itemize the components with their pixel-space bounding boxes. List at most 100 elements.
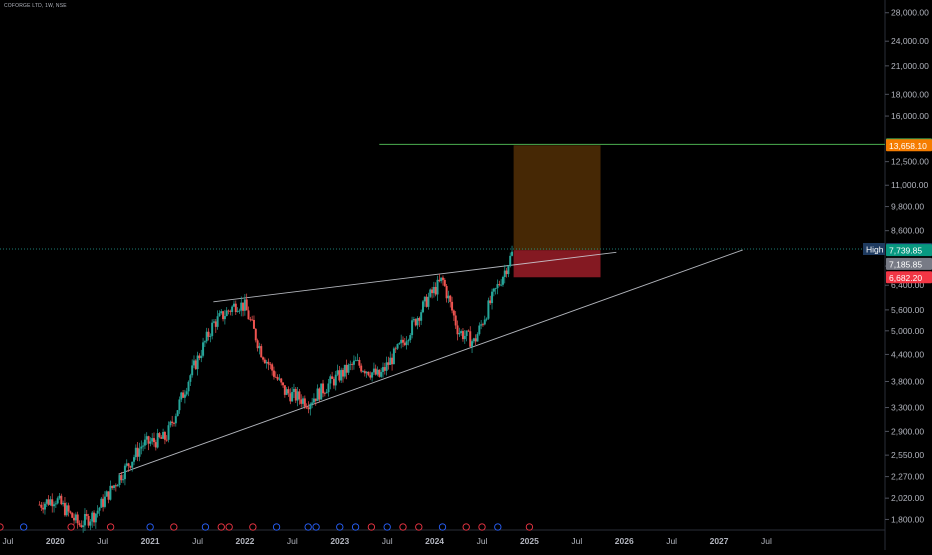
candle-body <box>480 324 483 326</box>
y-tick-label: 16,000.00 <box>891 111 929 121</box>
candle-body <box>294 388 297 401</box>
candle-body <box>122 479 125 481</box>
earnings-event-icon[interactable] <box>201 523 210 531</box>
candle-body <box>56 498 59 504</box>
earnings-event-icon[interactable] <box>494 523 502 531</box>
dividend-event-icon[interactable] <box>399 523 407 531</box>
candle-body <box>60 495 63 505</box>
candle-body <box>302 398 305 404</box>
candle-body <box>111 485 114 488</box>
candle-body <box>498 284 501 285</box>
y-tick-label: 2,900.00 <box>891 426 924 436</box>
dividend-event-icon[interactable] <box>249 523 257 531</box>
candle-body <box>222 311 225 320</box>
candle-body <box>214 321 217 327</box>
dividend-event-icon[interactable] <box>67 523 75 531</box>
dividend-event-icon[interactable] <box>415 523 423 531</box>
candle-body <box>409 335 412 341</box>
candle-body <box>47 499 50 505</box>
candle-body <box>98 507 101 511</box>
candle-body <box>441 277 444 280</box>
dividend-event-icon[interactable] <box>225 523 233 531</box>
candle-body <box>189 375 192 382</box>
candle-body <box>247 310 250 320</box>
candle-body <box>345 364 348 373</box>
earnings-event-icon[interactable] <box>383 523 391 531</box>
candle-body <box>109 485 112 500</box>
candle-body <box>289 393 292 402</box>
candle-body <box>483 319 486 325</box>
candle-body <box>45 499 48 504</box>
candle-body <box>242 302 245 311</box>
candle-body <box>53 504 56 507</box>
earnings-event-icon[interactable] <box>351 523 360 531</box>
candle-body <box>63 502 66 516</box>
candle-body <box>362 371 365 372</box>
dividend-event-icon[interactable] <box>170 523 178 531</box>
candle-body <box>96 510 99 514</box>
candle-body <box>492 288 495 292</box>
earnings-event-icon[interactable] <box>336 523 344 531</box>
candle-body <box>116 485 119 487</box>
candle-body <box>425 296 428 307</box>
candle-body <box>67 505 70 512</box>
trendline <box>213 251 617 303</box>
candle-body <box>383 367 386 371</box>
trendline <box>118 249 743 475</box>
candle-body <box>418 318 421 321</box>
candle-body <box>149 441 152 444</box>
candle-body <box>243 299 246 311</box>
candle-body <box>443 279 446 286</box>
candle-body <box>314 398 317 401</box>
x-tick-label: 2022 <box>235 536 254 546</box>
price-tag: High <box>866 245 884 255</box>
candle-body <box>187 381 190 392</box>
earnings-event-icon[interactable] <box>20 523 28 531</box>
earnings-event-icon[interactable] <box>304 523 312 531</box>
dividend-event-icon[interactable] <box>478 523 486 531</box>
candle-body <box>360 365 363 372</box>
candle-body <box>218 313 221 317</box>
earnings-event-icon[interactable] <box>272 523 281 531</box>
candle-body <box>192 360 195 366</box>
candle-body <box>429 289 432 297</box>
candle-body <box>369 375 372 378</box>
candle-body <box>307 407 310 410</box>
candle-body <box>82 525 85 528</box>
candle-body <box>227 310 230 312</box>
candle-body <box>151 438 154 442</box>
dividend-event-icon[interactable] <box>217 523 225 531</box>
candle-body <box>178 399 181 411</box>
candle-body <box>232 303 235 307</box>
candle-body <box>76 514 79 524</box>
candle-body <box>262 357 265 360</box>
candle-body <box>91 512 94 522</box>
candle-body <box>238 310 241 312</box>
candle-body <box>71 512 74 518</box>
candle-body <box>103 496 106 507</box>
x-tick-label: Jul <box>382 536 393 546</box>
earnings-event-icon[interactable] <box>312 523 320 531</box>
candle-body <box>125 463 128 466</box>
price-tag-bg <box>863 243 885 256</box>
x-tick-label: Jul <box>192 536 203 546</box>
dividend-event-icon[interactable] <box>0 523 4 531</box>
candle-body <box>102 498 105 507</box>
candle-body <box>380 371 383 377</box>
dividend-event-icon[interactable] <box>367 523 376 531</box>
candle-body <box>471 341 474 347</box>
candle-body <box>251 319 254 321</box>
earnings-event-icon[interactable] <box>438 523 447 531</box>
candle-body <box>503 270 506 277</box>
candle-body <box>451 301 454 311</box>
x-tick-label: 2021 <box>141 536 160 546</box>
dividend-event-icon[interactable] <box>106 523 115 531</box>
dividend-event-icon[interactable] <box>525 523 534 531</box>
dividend-event-icon[interactable] <box>462 523 470 531</box>
earnings-event-icon[interactable] <box>146 523 154 531</box>
y-tick-label: 21,000.00 <box>891 61 929 71</box>
candle-body <box>387 362 390 365</box>
candle-body <box>205 331 208 342</box>
